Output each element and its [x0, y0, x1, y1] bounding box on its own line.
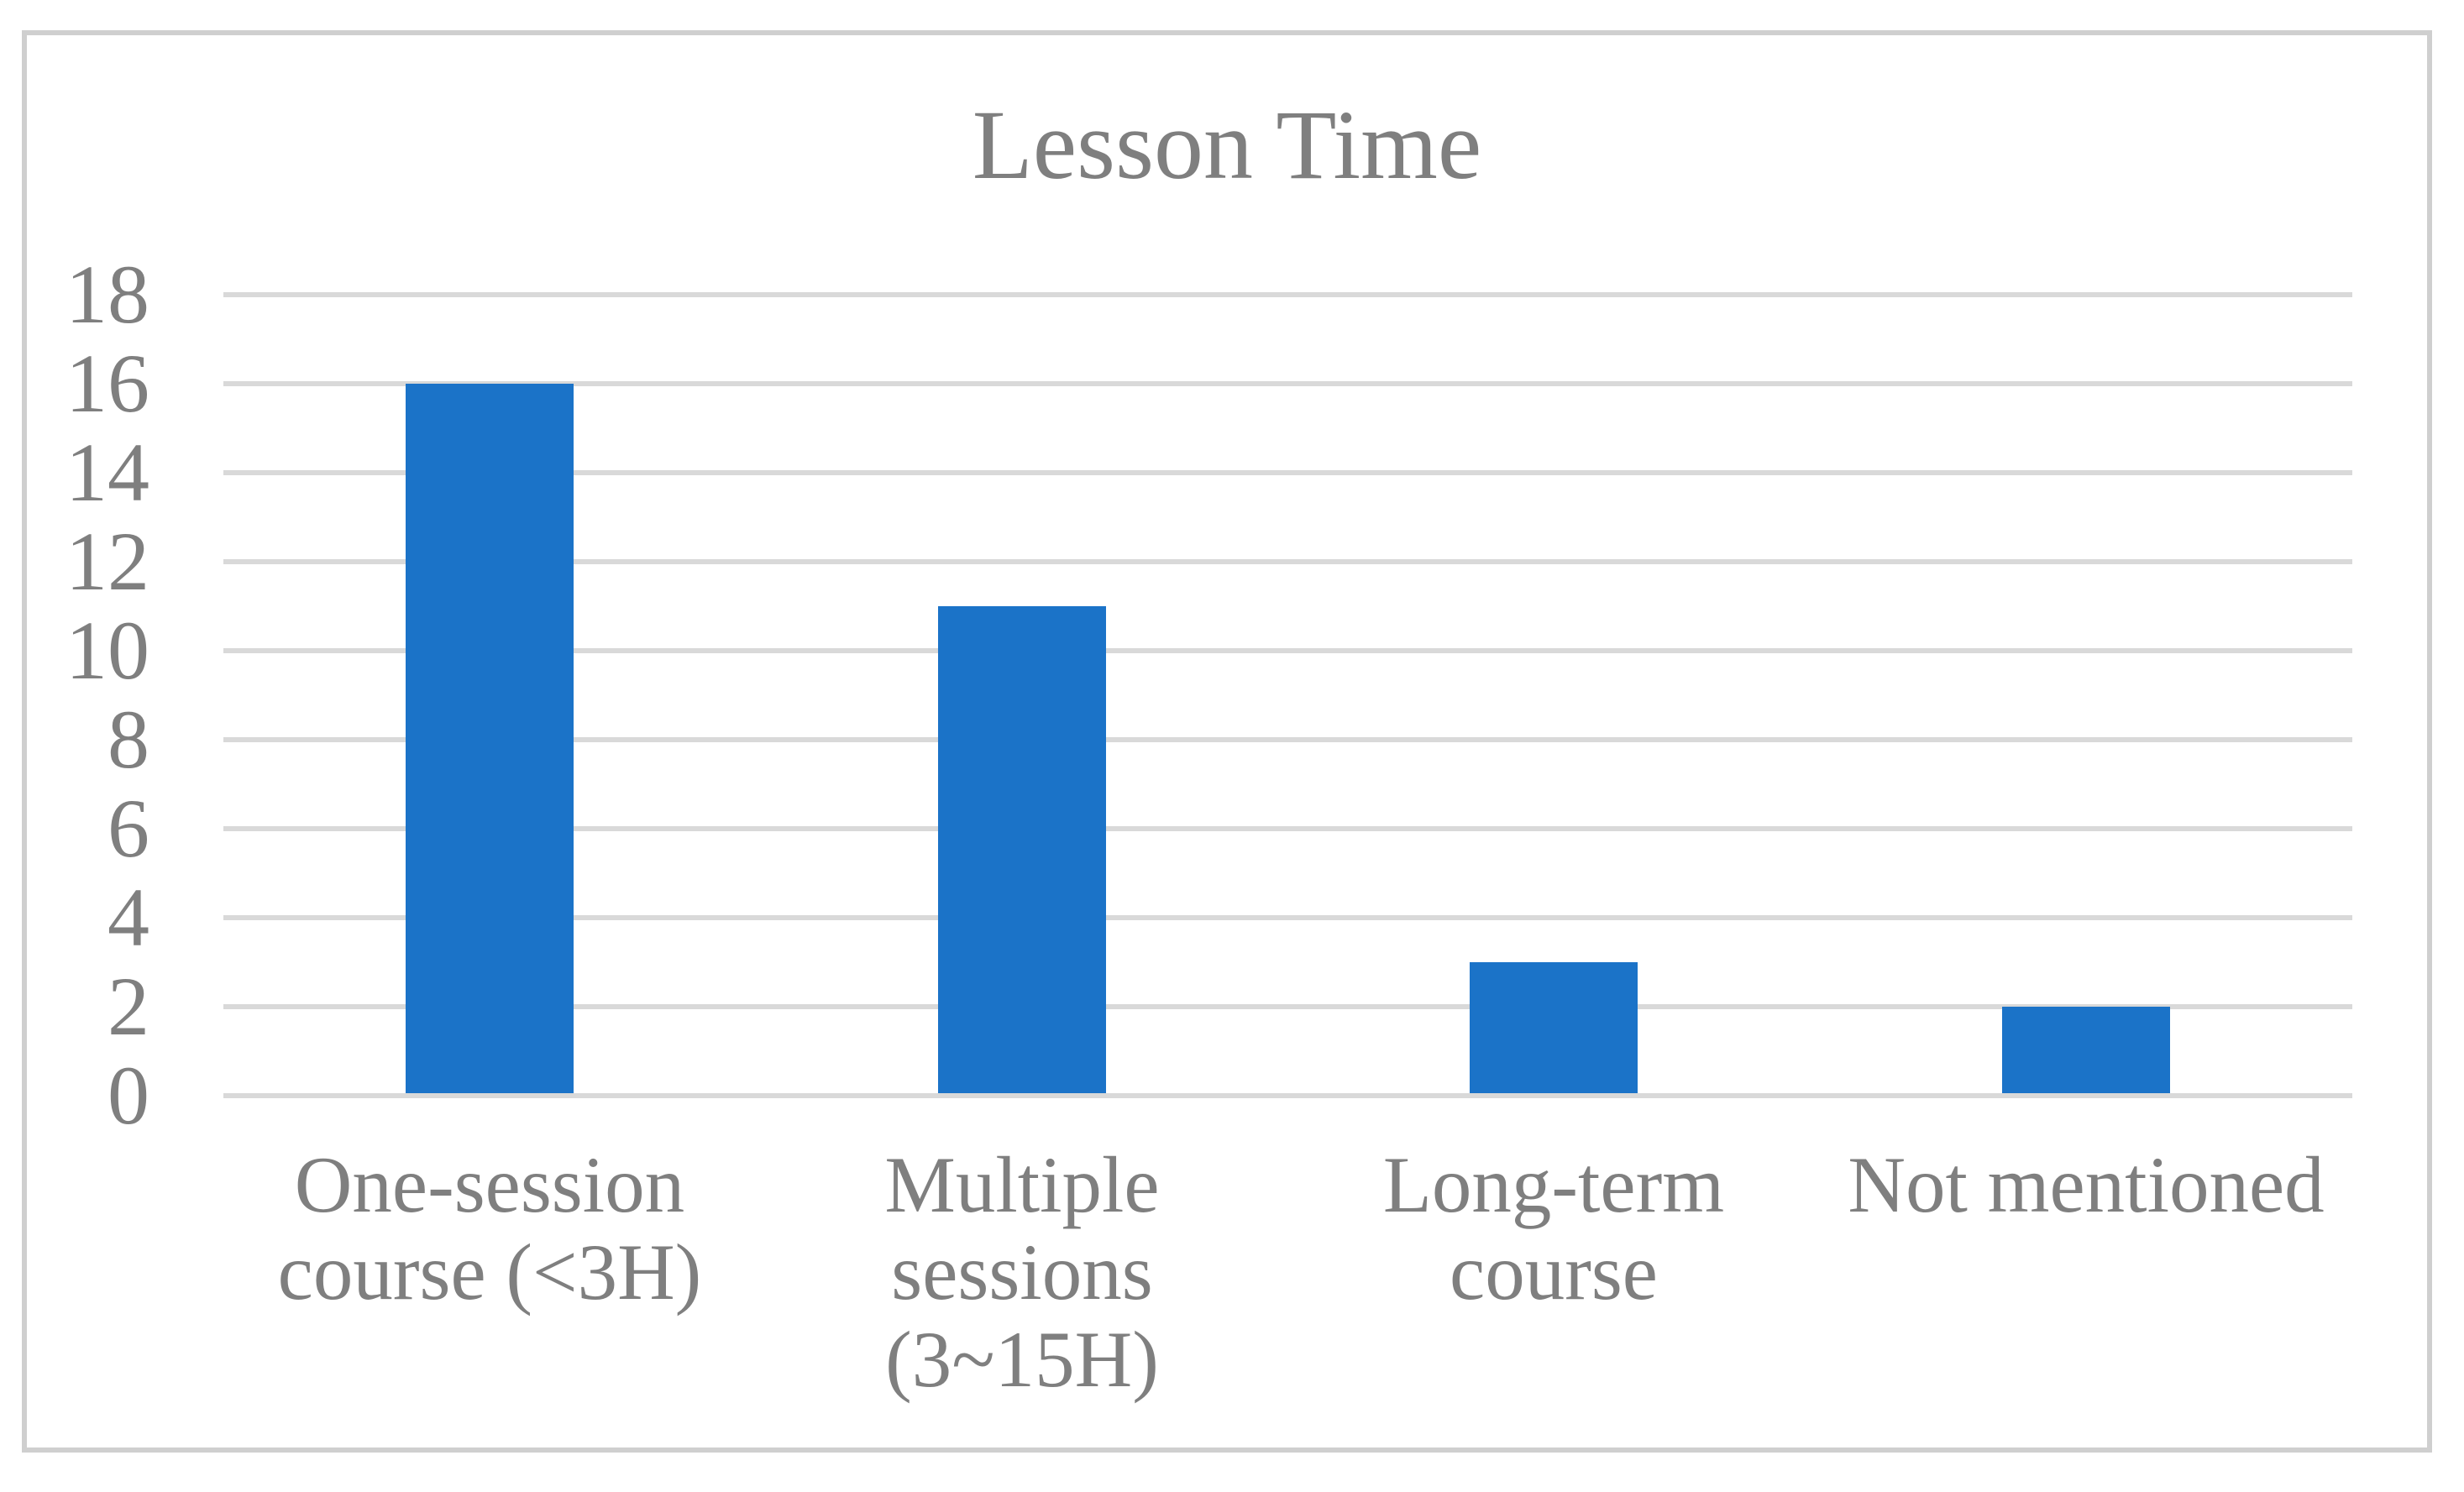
x-axis-category-label-line: course (<3H) — [277, 1228, 702, 1317]
chart-title: Lesson Time — [972, 90, 1482, 200]
gridline — [223, 826, 2352, 831]
x-axis-category-label-line: course — [1450, 1228, 1658, 1317]
y-axis-tick-label: 8 — [107, 693, 149, 786]
x-axis-category-label-line: Multiple — [884, 1140, 1160, 1229]
y-axis-tick-label: 2 — [107, 960, 149, 1053]
gridline — [223, 381, 2352, 386]
y-axis-tick-label: 12 — [66, 515, 149, 608]
y-axis-tick-label: 0 — [107, 1049, 149, 1142]
x-axis-category-label-line: One-session — [294, 1140, 685, 1229]
y-axis-tick-label: 16 — [66, 337, 149, 430]
bar — [1470, 962, 1638, 1093]
x-axis-category-label: Not mentioned — [1820, 1141, 2352, 1228]
x-axis-category-label-line: Not mentioned — [1848, 1140, 2325, 1229]
x-axis-category-label: Multiple sessions (3~15H) — [756, 1141, 1288, 1403]
gridline — [223, 648, 2352, 653]
gridline — [223, 559, 2352, 564]
y-axis-tick-label: 18 — [66, 248, 149, 341]
gridline — [223, 915, 2352, 920]
y-axis-tick-label: 6 — [107, 782, 149, 875]
bar — [406, 384, 574, 1093]
bar — [2002, 1007, 2170, 1093]
gridline — [223, 737, 2352, 742]
y-axis-tick-label: 4 — [107, 871, 149, 964]
bar — [938, 606, 1106, 1093]
gridline — [223, 292, 2352, 297]
gridline — [223, 1093, 2352, 1098]
x-axis-category-label: Long-term course — [1287, 1141, 1820, 1316]
gridline — [223, 470, 2352, 475]
gridline — [223, 1004, 2352, 1009]
x-axis-category-label-line: (3~15H) — [885, 1315, 1159, 1404]
y-axis-tick-label: 14 — [66, 426, 149, 519]
y-axis-tick-label: 10 — [66, 604, 149, 697]
x-axis-category-label: One-session course (<3H) — [223, 1141, 756, 1316]
x-axis-category-label-line: Long-term — [1382, 1140, 1725, 1229]
x-axis-category-label-line: sessions — [891, 1228, 1153, 1317]
